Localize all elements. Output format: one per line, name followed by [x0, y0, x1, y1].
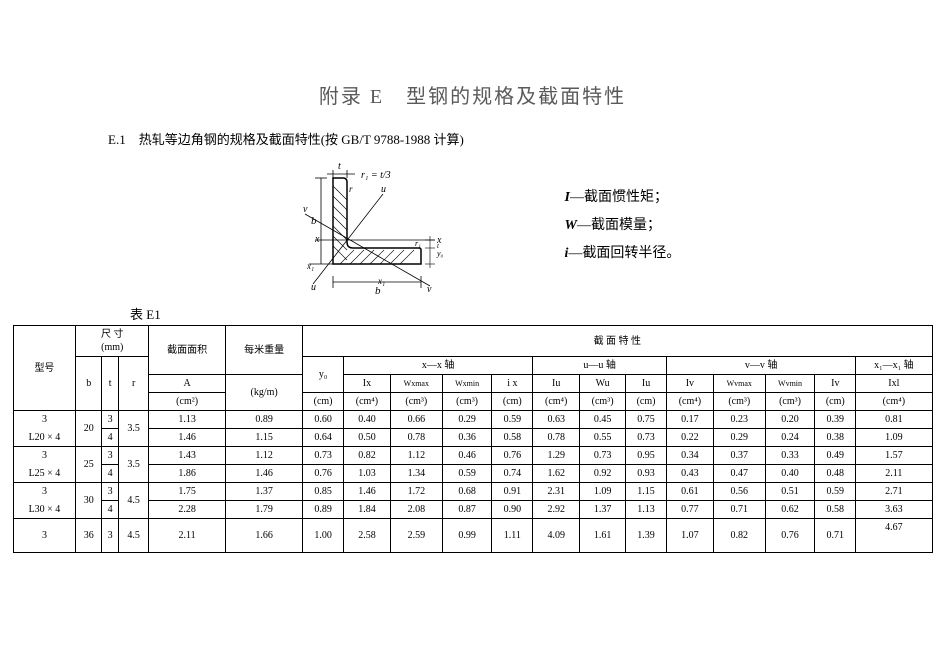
col-Iu: Iu: [533, 375, 580, 393]
col-y0: y₀: [303, 357, 344, 393]
col-xx: x—x 轴: [344, 357, 533, 375]
svg-text:u: u: [381, 184, 386, 195]
col-mass-unit: (kg/m): [226, 375, 303, 411]
unit-y0: (cm): [303, 393, 344, 411]
svg-text:x₁: x₁: [306, 261, 314, 271]
table-caption: 表 E1: [130, 304, 935, 323]
col-mass: 每米重量: [226, 326, 303, 375]
col-vv: v—v 轴: [666, 357, 855, 375]
col-model: 型号: [13, 326, 76, 411]
table-row: 3 25 3 3.5 1.431.120.730.821.120.460.761…: [13, 447, 932, 465]
col-r: r: [119, 357, 149, 411]
svg-text:r₁ = t/3: r₁ = t/3: [361, 170, 391, 181]
table-row: 3 30 3 4.5 1.751.370.851.461.720.680.912…: [13, 483, 932, 501]
unit-Iu: (cm⁴): [533, 393, 580, 411]
svg-text:v: v: [427, 284, 432, 295]
col-uu: u—u 轴: [533, 357, 667, 375]
col-props: 截 面 特 性: [303, 326, 932, 357]
unit-Wvmin: (cm³): [765, 393, 815, 411]
table-row: L30 × 4 4 2.281.790.891.842.080.870.902.…: [13, 501, 932, 519]
unit-Wxmax: (cm³): [390, 393, 442, 411]
col-Wxmax: Wxmax: [390, 375, 442, 393]
unit-Ixl: (cm⁴): [856, 393, 932, 411]
unit-Wu: (cm³): [580, 393, 626, 411]
col-x1x1: x₁—x₁ 轴: [856, 357, 932, 375]
table-row: L25 × 4 4 1.861.460.761.031.340.590.741.…: [13, 465, 932, 483]
table-row: 3 36 3 4.5 2.111.661.002.582.590.991.114…: [13, 519, 932, 553]
svg-text:x: x: [314, 234, 320, 245]
steel-properties-table: 型号 尺 寸(mm) 截面面积 每米重量 截 面 特 性 b t r y₀ x—…: [13, 325, 933, 553]
col-area: 截面面积: [149, 326, 226, 375]
col-iv: Iv: [815, 375, 856, 393]
svg-text:t: t: [338, 161, 341, 172]
table-row: L20 × 4 4 1.461.150.640.500.780.360.580.…: [13, 429, 932, 447]
section-label: E.1 热轧等边角钢的规格及截面特性(按 GB/T 9788-1988 计算): [108, 129, 935, 148]
col-iu: Iu: [626, 375, 667, 393]
col-t: t: [102, 357, 119, 411]
svg-text:r: r: [349, 184, 353, 194]
unit-ix: (cm): [492, 393, 533, 411]
page-title: 附录 E 型钢的规格及截面特性: [10, 80, 935, 109]
unit-iu: (cm): [626, 393, 667, 411]
col-ix: i x: [492, 375, 533, 393]
unit-Ix: (cm⁴): [344, 393, 391, 411]
unit-Wvmax: (cm³): [713, 393, 765, 411]
svg-text:r₁: r₁: [415, 239, 421, 248]
col-Iv: Iv: [666, 375, 713, 393]
col-A: A: [149, 375, 226, 393]
col-Wxmin: Wxmin: [442, 375, 492, 393]
col-Wvmax: Wvmax: [713, 375, 765, 393]
col-Ix: Ix: [344, 375, 391, 393]
svg-text:y₀: y₀: [436, 249, 444, 258]
unit-Wxmin: (cm³): [442, 393, 492, 411]
svg-text:b: b: [311, 215, 317, 227]
unit-iv: (cm): [815, 393, 856, 411]
col-Wvmin: Wvmin: [765, 375, 815, 393]
col-Wu: Wu: [580, 375, 626, 393]
svg-text:b: b: [375, 285, 381, 296]
unit-A: (cm²): [149, 393, 226, 411]
unit-Iv: (cm⁴): [666, 393, 713, 411]
svg-text:v: v: [303, 204, 308, 215]
cross-section-diagram: t r₁ = t/3 x x x₁ x₁ b b u u v v r r₁ y₀…: [265, 156, 475, 296]
table-row: 3 20 3 3.5 1.130.890.600.400.660.290.590…: [13, 411, 932, 429]
col-dim: 尺 寸(mm): [76, 326, 149, 357]
legend: I—截面惯性矩； W—截面模量； i—截面回转半径。: [565, 184, 681, 268]
col-Ixl: Ixl: [856, 375, 932, 393]
svg-text:u: u: [311, 282, 316, 293]
col-b: b: [76, 357, 102, 411]
